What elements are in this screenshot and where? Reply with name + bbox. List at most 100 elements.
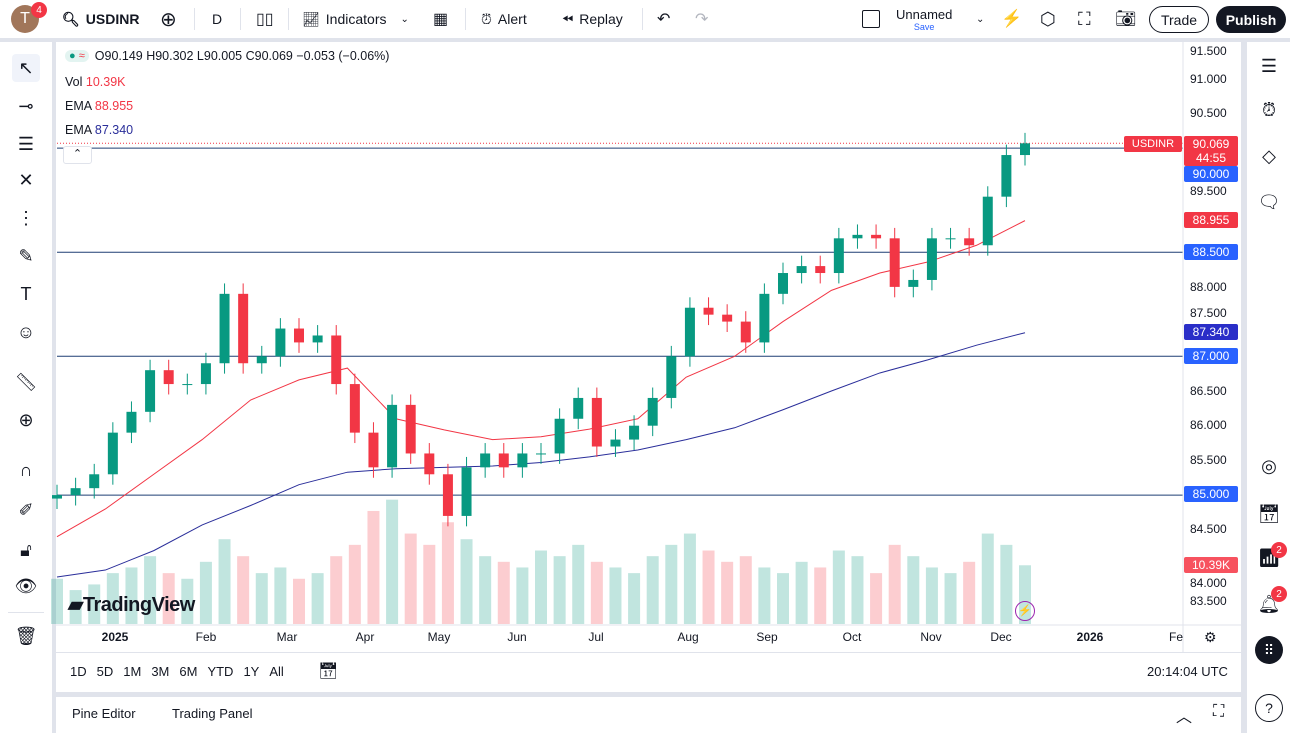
candle [498, 453, 509, 468]
chevron-down-icon[interactable]: ⌄ [976, 13, 985, 25]
indicators-label: Indicators [325, 11, 387, 27]
fullscreen-icon[interactable]: ⛶ [1078, 8, 1091, 29]
cursor-icon[interactable]: ↖ [12, 54, 40, 82]
range-button[interactable]: 1D [70, 664, 87, 679]
bar-countdown: 44:55 [1195, 151, 1227, 165]
layout-name-button[interactable]: Unnamed Save [896, 0, 952, 38]
layouts-grid-icon[interactable]: ▦ [433, 11, 449, 28]
hline-label[interactable]: 90.000 [1184, 166, 1238, 182]
collapse-legend-button[interactable]: ⌃ [63, 146, 92, 164]
time-tick: Oct [842, 630, 862, 644]
axis-settings-icon[interactable]: ⚙ [1204, 629, 1217, 645]
range-button[interactable]: 1Y [243, 664, 260, 679]
calendar-icon[interactable]: 📅︎ [1257, 503, 1281, 524]
layers-icon[interactable]: ◇ [1262, 145, 1276, 166]
trash-icon[interactable]: 🗑︎ [14, 625, 38, 646]
apps-grid-icon[interactable]: ⠿ [1255, 636, 1283, 664]
volume-bar [367, 510, 380, 624]
text-icon[interactable]: T [20, 283, 32, 304]
candle [778, 273, 788, 294]
compare-add-icon[interactable]: ⊕ [160, 8, 177, 31]
ema-slow-legend[interactable]: EMA 87.340 [65, 123, 133, 137]
ema-fast-legend[interactable]: EMA 88.955 [65, 99, 133, 113]
brush-icon[interactable]: ✎ [18, 245, 34, 266]
maximize-panel-icon[interactable]: ⛶ [1213, 703, 1225, 720]
range-button[interactable]: 5D [96, 664, 114, 679]
interval-button[interactable]: D [212, 11, 223, 27]
clock[interactable]: 20:14:04 UTC [1147, 664, 1228, 679]
eye-icon[interactable]: 👁︎ [14, 575, 38, 596]
zoom-in-icon[interactable]: ⊕ [18, 409, 34, 430]
undo-icon[interactable]: ↶ [657, 11, 671, 28]
alert-button[interactable]: ⏰︎ Alert [481, 0, 527, 38]
watchlist-icon[interactable]: ☰ [1260, 55, 1278, 76]
status-dots-icon[interactable]: ● ≈ [65, 50, 89, 62]
redo-icon[interactable]: ↷ [695, 11, 709, 28]
symbol-search[interactable]: 🔍︎ USDINR [62, 0, 139, 38]
emoji-icon[interactable]: ☺ [16, 321, 36, 342]
lightning-icon[interactable]: ⚡ [1015, 601, 1035, 621]
lock-icon[interactable]: 🔓︎ [20, 539, 32, 560]
hline-label[interactable]: 88.500 [1184, 244, 1238, 260]
volume-bar [628, 573, 641, 624]
drawing-toolbar: ↖ ⊸ ☰ ✕ ⋮ ✎ T ☺ 📏︎ ⊕ ∩ ✐ 🔓︎ 👁︎ 🗑︎ [0, 42, 52, 733]
candle [573, 397, 584, 419]
help-icon[interactable]: ? [1255, 694, 1283, 722]
layout-toggle-icon[interactable] [862, 0, 880, 38]
indicators-button[interactable]: 📈︎ Indicators ⌄ [302, 0, 409, 38]
price-tick: 83.500 [1190, 594, 1227, 608]
lock-drawing-pencil-icon[interactable]: ✐ [18, 499, 34, 520]
trading-panel-tab[interactable]: Trading Panel [172, 706, 253, 721]
volume-bar [907, 556, 920, 624]
range-button[interactable]: 1M [123, 664, 142, 679]
chevron-up-icon[interactable]: ︿ [1176, 709, 1193, 726]
volume-bar [497, 561, 510, 624]
range-button[interactable]: YTD [207, 664, 234, 679]
pattern-icon[interactable]: ✕ [18, 169, 34, 190]
replay-button[interactable]: ⏪︎ Replay [562, 0, 623, 38]
price-tick: 91.000 [1190, 72, 1227, 86]
volume-legend[interactable]: Vol 10.39K [65, 75, 126, 89]
candle [480, 453, 491, 468]
ema-slow-label: 87.340 [1184, 324, 1238, 340]
alerts-clock-icon[interactable]: ⏰︎ [1261, 99, 1277, 120]
range-button[interactable]: All [269, 664, 284, 679]
volume-bar [795, 561, 808, 624]
camera-icon[interactable]: 📷︎ [1115, 9, 1137, 28]
candle [312, 335, 323, 343]
fib-lines-icon[interactable]: ☰ [17, 133, 35, 154]
volume-bar [739, 556, 752, 624]
chart-panel[interactable] [56, 42, 1241, 692]
pine-editor-tab[interactable]: Pine Editor [72, 706, 136, 721]
candle [70, 488, 81, 496]
settings-hexagon-icon[interactable]: ⬡ [1040, 8, 1056, 29]
save-link[interactable]: Save [913, 21, 935, 32]
magnet-icon[interactable]: ∩ [19, 459, 33, 480]
time-tick: 2026 [1076, 630, 1104, 644]
time-tick: Aug [677, 630, 699, 644]
ruler-icon[interactable]: 📏︎ [14, 371, 38, 392]
tradingview-logo[interactable]: ▰TradingView [68, 594, 195, 616]
candle [107, 432, 118, 475]
vol-label: Vol [65, 75, 83, 89]
candle [740, 321, 751, 343]
speedometer-icon[interactable]: ◎ [1261, 455, 1277, 476]
range-button[interactable]: 6M [179, 664, 198, 679]
quick-search-icon[interactable]: ⚡ [1001, 9, 1023, 28]
volume-bar [274, 567, 287, 624]
hline-label[interactable]: 87.000 [1184, 348, 1238, 364]
candles-type-icon[interactable]: ▯▯ [256, 11, 274, 28]
range-button[interactable]: 3M [151, 664, 170, 679]
hline-label[interactable]: 85.000 [1184, 486, 1238, 502]
avatar[interactable]: T 4 [11, 0, 47, 38]
publish-button[interactable]: Publish [1216, 6, 1286, 33]
goto-date-icon[interactable]: 📅︎ [318, 663, 339, 680]
candle [554, 418, 565, 454]
prediction-icon[interactable]: ⋮ [17, 207, 35, 228]
trade-button[interactable]: Trade [1149, 6, 1209, 33]
trend-line-icon[interactable]: ⊸ [18, 95, 34, 116]
chat-icon[interactable]: 🗨︎ [1257, 191, 1281, 212]
top-toolbar: T 4 🔍︎ USDINR ⊕ D ▯▯ 📈︎ Indicators ⌄ ▦ ⏰︎ Al… [0, 0, 1290, 38]
time-tick: Jun [507, 630, 527, 644]
